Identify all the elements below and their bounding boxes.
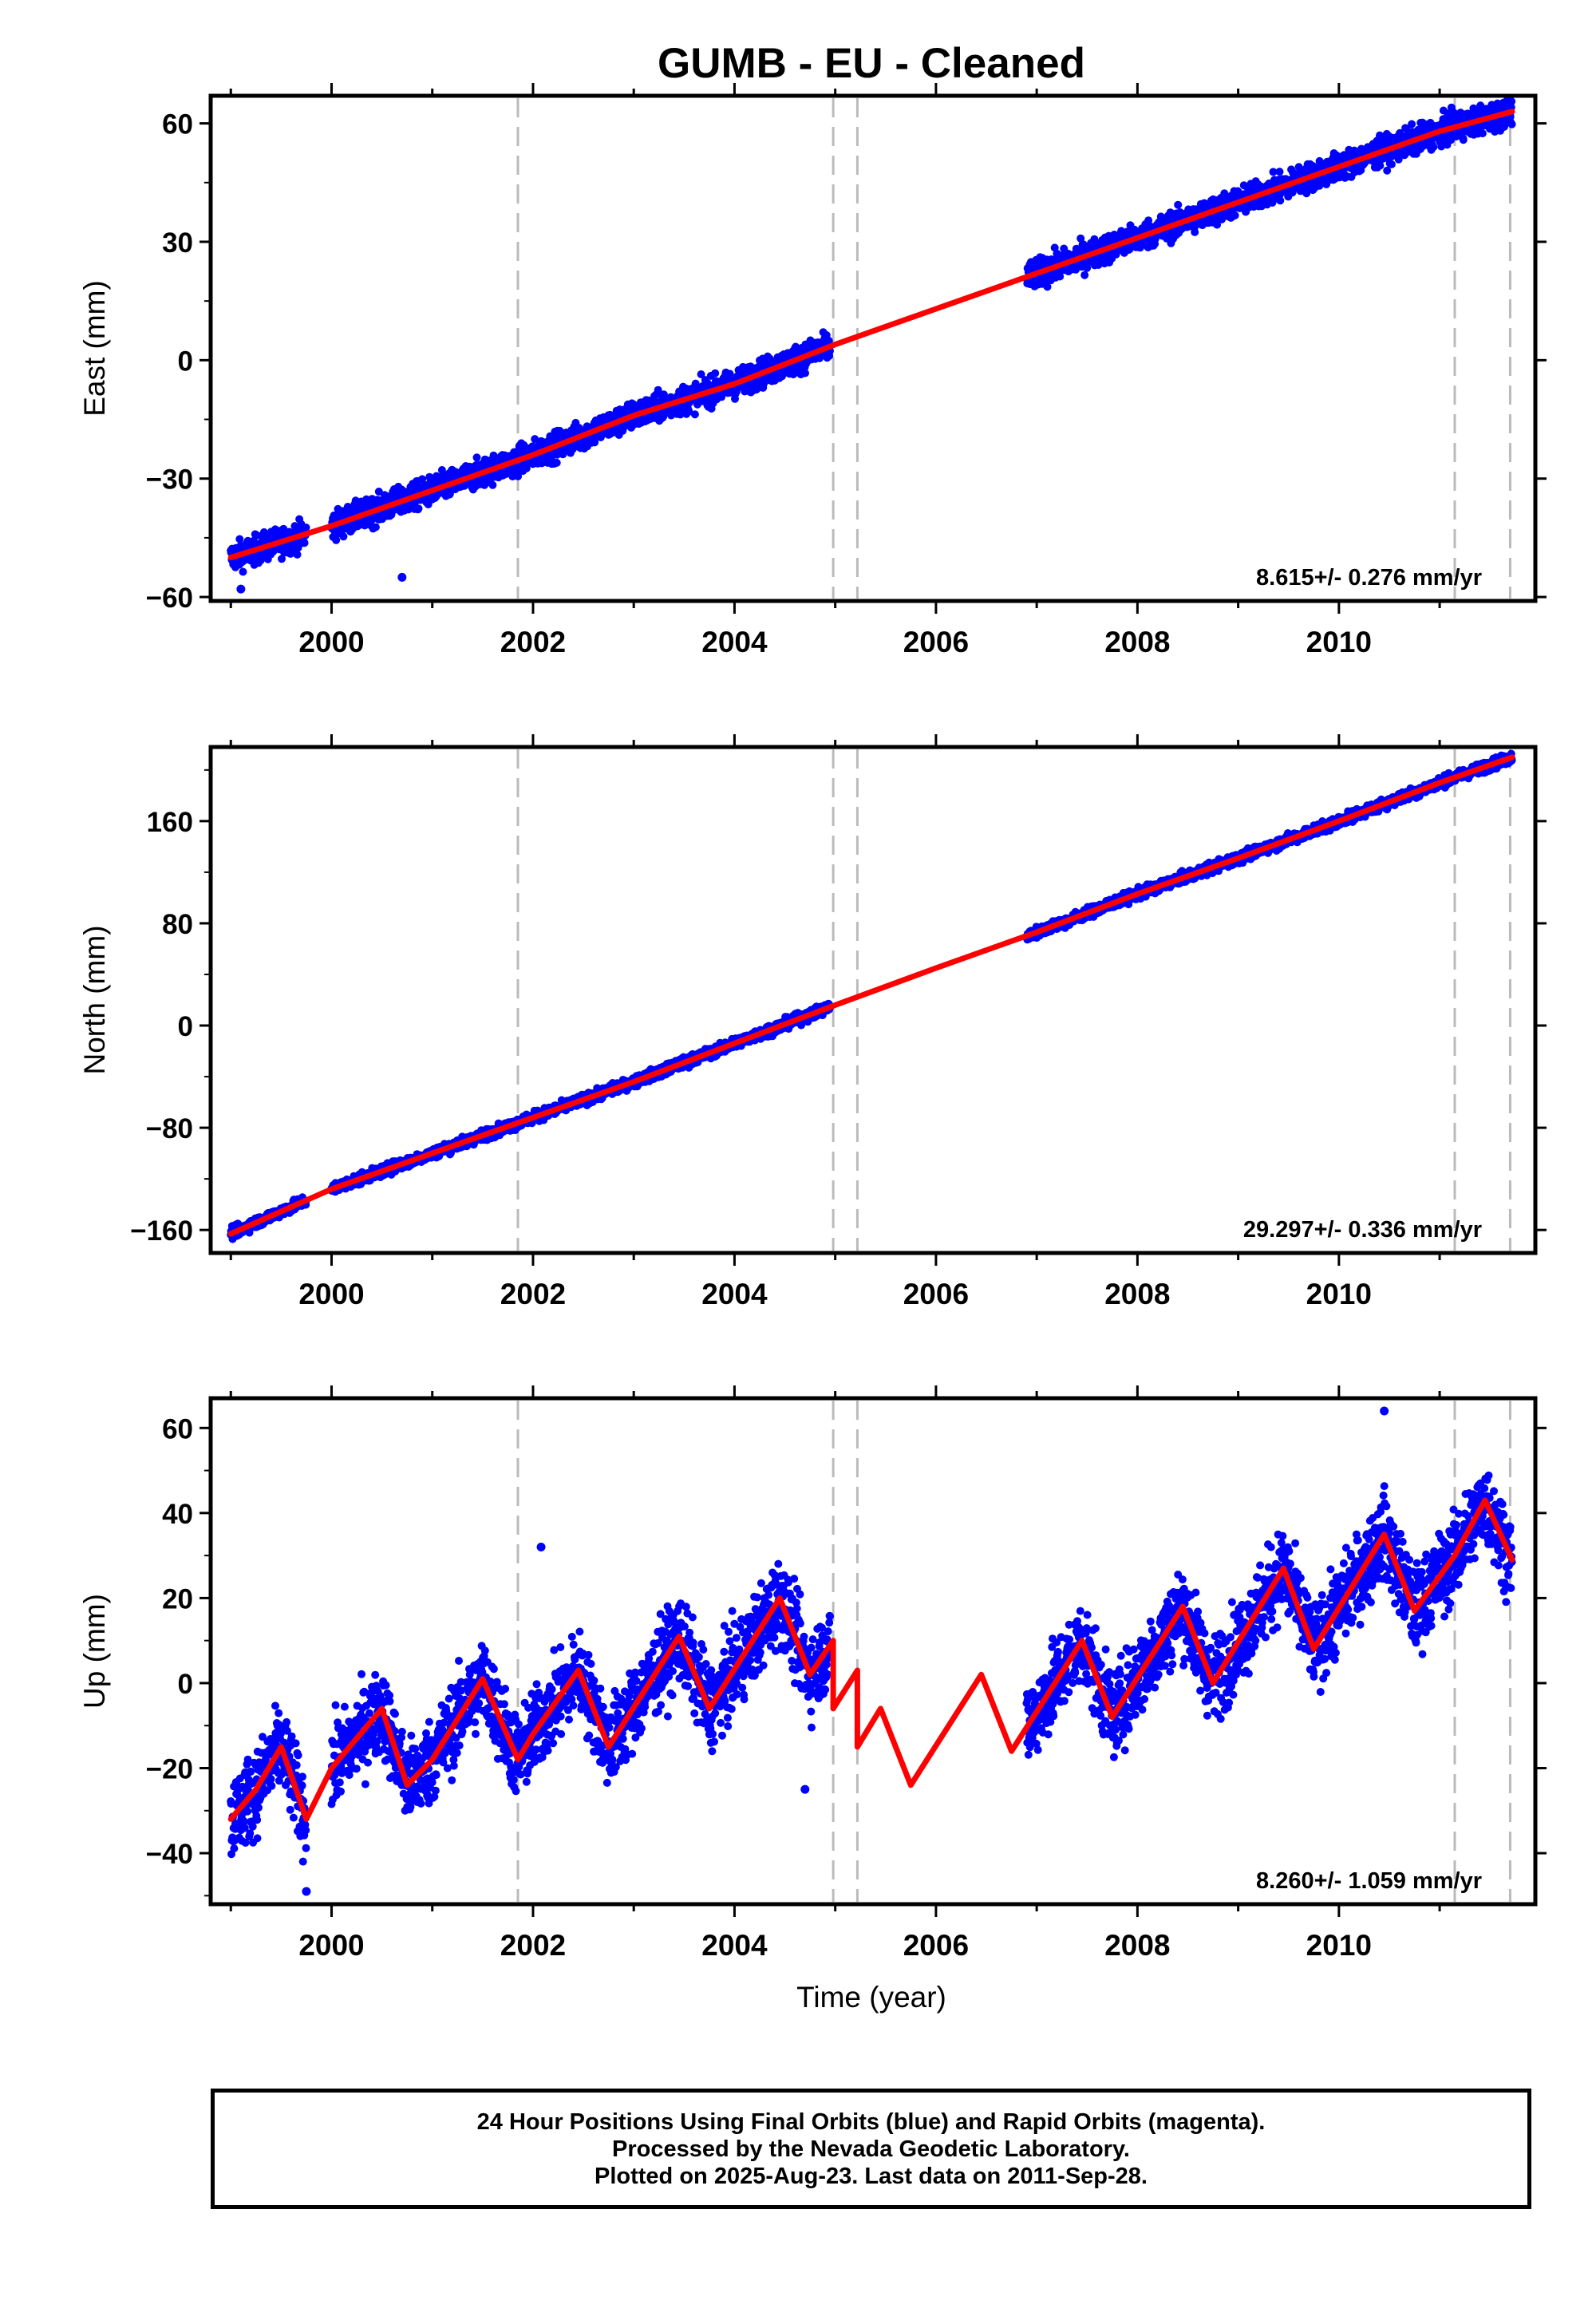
east-data-point: [1276, 196, 1285, 205]
east-data-point: [1174, 200, 1183, 209]
east-observations: [227, 96, 1516, 576]
east-data-point: [488, 480, 497, 489]
east-data-point: [437, 466, 446, 474]
east-ytick-label: −60: [146, 583, 193, 614]
east-data-point: [300, 539, 309, 547]
east-xtick-label: 2008: [1104, 626, 1170, 658]
east-outlier-point: [236, 584, 246, 594]
east-data-point: [514, 472, 523, 480]
east-xtick-label: 2000: [298, 626, 364, 658]
east-data-point: [371, 523, 380, 532]
east-rate-annotation: 8.615+/- 0.276 mm/yr: [1256, 565, 1482, 591]
east-data-point: [1507, 120, 1516, 128]
east-data-point: [418, 475, 427, 484]
east-ytick-label: 0: [178, 346, 193, 377]
east-ytick-label: 30: [162, 227, 193, 259]
chart-title: GUMB - EU - Cleaned: [658, 40, 1085, 87]
east-data-point: [531, 435, 539, 444]
east-outlier-point: [397, 572, 407, 582]
north-observations: [227, 749, 1516, 1243]
east-xtick-label: 2004: [701, 626, 768, 658]
east-data-point: [801, 369, 809, 377]
east-xtick-label: 2006: [903, 626, 969, 658]
east-data-point: [690, 410, 699, 419]
east-panel: −60 −30 0 30 60 2000 2002 2004 2006 2008 2010 East …: [78, 83, 1547, 658]
east-xtick-label: 2002: [500, 626, 566, 658]
east-data-point: [552, 458, 561, 467]
east-ytick-label: 60: [162, 109, 193, 140]
east-data-point: [339, 532, 348, 541]
east-data-point: [1275, 168, 1284, 176]
east-data-point: [1231, 211, 1239, 219]
east-y-axis-label: East (mm): [78, 280, 111, 417]
east-data-point: [1507, 97, 1516, 105]
east-data-point: [1459, 136, 1468, 144]
east-data-point: [374, 488, 383, 496]
east-data-point: [235, 535, 244, 543]
east-data-point: [278, 555, 286, 563]
east-data-point: [332, 536, 341, 544]
east-data-point: [711, 369, 720, 377]
east-data-point: [1191, 227, 1199, 236]
east-data-point: [239, 567, 247, 576]
east-data-point: [1408, 120, 1416, 128]
east-data-point: [1478, 129, 1487, 138]
east-ytick-label: −30: [146, 464, 193, 496]
east-data-point: [1387, 160, 1396, 168]
east-data-point: [293, 550, 302, 559]
east-data-point: [1429, 143, 1438, 152]
east-data-point: [654, 385, 662, 394]
east-xtick-label: 2010: [1306, 626, 1372, 658]
east-data-point: [302, 524, 310, 532]
east-data-point: [1080, 271, 1089, 279]
east-data-point: [414, 504, 423, 513]
east-data-point: [472, 453, 481, 462]
